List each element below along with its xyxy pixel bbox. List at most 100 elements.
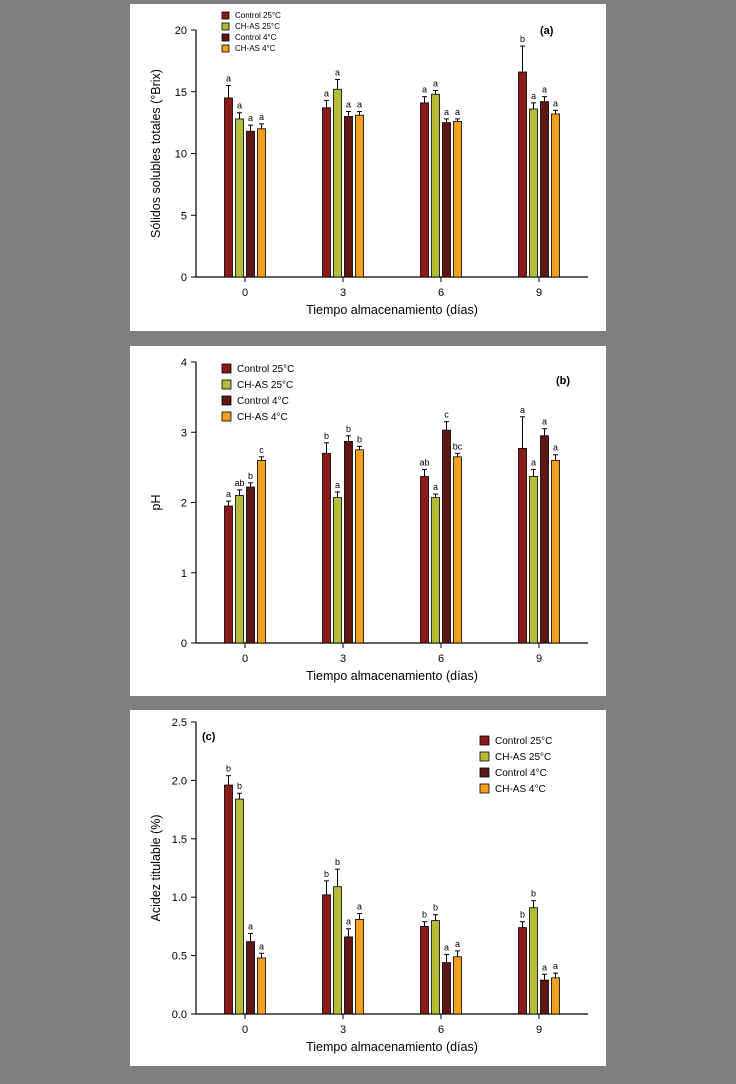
legend-swatch-control25 bbox=[221, 11, 230, 20]
y-tick-label: 20 bbox=[175, 25, 187, 37]
legend-label: Control 25°C bbox=[237, 364, 294, 375]
y-tick-label: 4 bbox=[181, 357, 187, 369]
legend-swatch-chas25 bbox=[479, 751, 490, 762]
legend-swatch-control4 bbox=[221, 33, 230, 42]
bar-control4 bbox=[540, 101, 549, 278]
x-tick-label: 0 bbox=[242, 287, 248, 299]
significance-letter: a bbox=[346, 100, 351, 110]
bar-control25 bbox=[420, 102, 429, 278]
bar-chas25 bbox=[235, 495, 244, 644]
significance-letter: a bbox=[335, 480, 340, 490]
bar-control4 bbox=[344, 936, 353, 1015]
x-tick-label: 6 bbox=[438, 653, 444, 665]
significance-letter: b bbox=[520, 34, 525, 44]
legend-swatch-control4 bbox=[479, 767, 490, 778]
significance-letter: a bbox=[324, 88, 329, 98]
bar-control4 bbox=[344, 440, 353, 644]
legend-label: Control 4°C bbox=[235, 33, 277, 42]
significance-letter: a bbox=[542, 962, 547, 972]
x-tick-label: 3 bbox=[340, 1024, 346, 1036]
legend-label: CH-AS 4°C bbox=[235, 44, 276, 53]
significance-letter: b bbox=[531, 889, 536, 899]
significance-letter: b bbox=[357, 434, 362, 444]
y-tick-label: 0.5 bbox=[172, 951, 187, 963]
significance-letter: b bbox=[346, 424, 351, 434]
significance-letter: a bbox=[237, 101, 242, 111]
bar-chas25 bbox=[431, 93, 440, 278]
chart-panel-c: 0.0 0.5 1.0 1.5 2.0 2.5 0 3 6 9 b b b b b b b b a a a a a a a a Ti… bbox=[130, 710, 606, 1066]
y-axis-title: pH bbox=[149, 495, 163, 511]
bar-chas4 bbox=[355, 918, 364, 1015]
significance-letter: b bbox=[226, 764, 231, 774]
legend-swatch-control25 bbox=[221, 363, 232, 374]
bar-control4 bbox=[344, 116, 353, 278]
bar-chas25 bbox=[333, 497, 342, 644]
legend-swatch-chas4 bbox=[479, 783, 490, 794]
legend-swatch-control4 bbox=[221, 395, 232, 406]
significance-letter: a bbox=[433, 79, 438, 89]
y-tick-label: 0.0 bbox=[172, 1009, 187, 1021]
significance-letter: a bbox=[444, 107, 449, 117]
significance-letter: b bbox=[324, 431, 329, 441]
significance-letter: ab bbox=[234, 478, 244, 488]
y-tick-label: 0 bbox=[181, 272, 187, 284]
legend-label: Control 4°C bbox=[495, 768, 547, 779]
bar-chas4 bbox=[551, 977, 560, 1015]
x-tick-label: 0 bbox=[242, 1024, 248, 1036]
bar-control25 bbox=[420, 476, 429, 644]
legend-swatch-control25 bbox=[479, 735, 490, 746]
bar-chas25 bbox=[431, 920, 440, 1015]
significance-letter: c bbox=[259, 445, 264, 455]
x-axis-title: Tiempo almacenamiento (días) bbox=[306, 303, 478, 317]
significance-letter: a bbox=[553, 98, 558, 108]
significance-letter: bc bbox=[453, 441, 463, 451]
x-tick-label: 3 bbox=[340, 653, 346, 665]
significance-letter: b bbox=[422, 910, 427, 920]
chart-panel-a: 0 5 10 15 20 0 3 6 9 a a a b a a a a a a a a a a a a Tiempo almac… bbox=[130, 4, 606, 331]
bar-control4 bbox=[442, 122, 451, 278]
bar-control25 bbox=[224, 97, 233, 278]
bar-chas25 bbox=[431, 497, 440, 644]
bar-chas25 bbox=[529, 476, 538, 644]
significance-letter: a bbox=[335, 67, 340, 77]
bar-control25 bbox=[518, 71, 527, 278]
bar-chas4 bbox=[257, 459, 266, 644]
bar-control4 bbox=[246, 486, 255, 644]
y-tick-label: 1.0 bbox=[172, 892, 187, 904]
significance-letter: b bbox=[237, 781, 242, 791]
bar-control25 bbox=[518, 448, 527, 644]
y-tick-label: 1.5 bbox=[172, 834, 187, 846]
significance-letter: a bbox=[346, 917, 351, 927]
significance-letter: a bbox=[226, 489, 231, 499]
legend-label: CH-AS 4°C bbox=[495, 784, 546, 795]
significance-letter: a bbox=[531, 457, 536, 467]
significance-letter: b bbox=[324, 869, 329, 879]
bar-chas4 bbox=[257, 128, 266, 278]
x-axis-title: Tiempo almacenamiento (días) bbox=[306, 669, 478, 683]
bar-control25 bbox=[224, 505, 233, 644]
significance-letter: a bbox=[248, 921, 253, 931]
bar-control4 bbox=[540, 979, 549, 1015]
legend-label: Control 4°C bbox=[237, 396, 289, 407]
bar-control4 bbox=[442, 962, 451, 1015]
y-tick-label: 2.0 bbox=[172, 775, 187, 787]
significance-letter: a bbox=[531, 91, 536, 101]
significance-letter: a bbox=[542, 85, 547, 95]
legend-swatch-chas25 bbox=[221, 379, 232, 390]
chart-panel-b: 0 1 2 3 4 0 3 6 9 a b ab a ab a a a b b c a c b bc a Tiempo almac… bbox=[130, 346, 606, 696]
panel-letter: (b) bbox=[556, 375, 570, 387]
bar-chas25 bbox=[235, 118, 244, 278]
y-tick-label: 1 bbox=[181, 568, 187, 580]
significance-letter: b bbox=[335, 857, 340, 867]
bar-control4 bbox=[246, 130, 255, 278]
legend-label: Control 25°C bbox=[495, 736, 552, 747]
significance-letter: a bbox=[542, 417, 547, 427]
legend-swatch-chas4 bbox=[221, 44, 230, 53]
x-axis-title: Tiempo almacenamiento (días) bbox=[306, 1040, 478, 1054]
y-tick-label: 3 bbox=[181, 427, 187, 439]
bar-chas4 bbox=[355, 449, 364, 644]
legend-label: CH-AS 25°C bbox=[237, 380, 293, 391]
bar-control25 bbox=[224, 784, 233, 1015]
